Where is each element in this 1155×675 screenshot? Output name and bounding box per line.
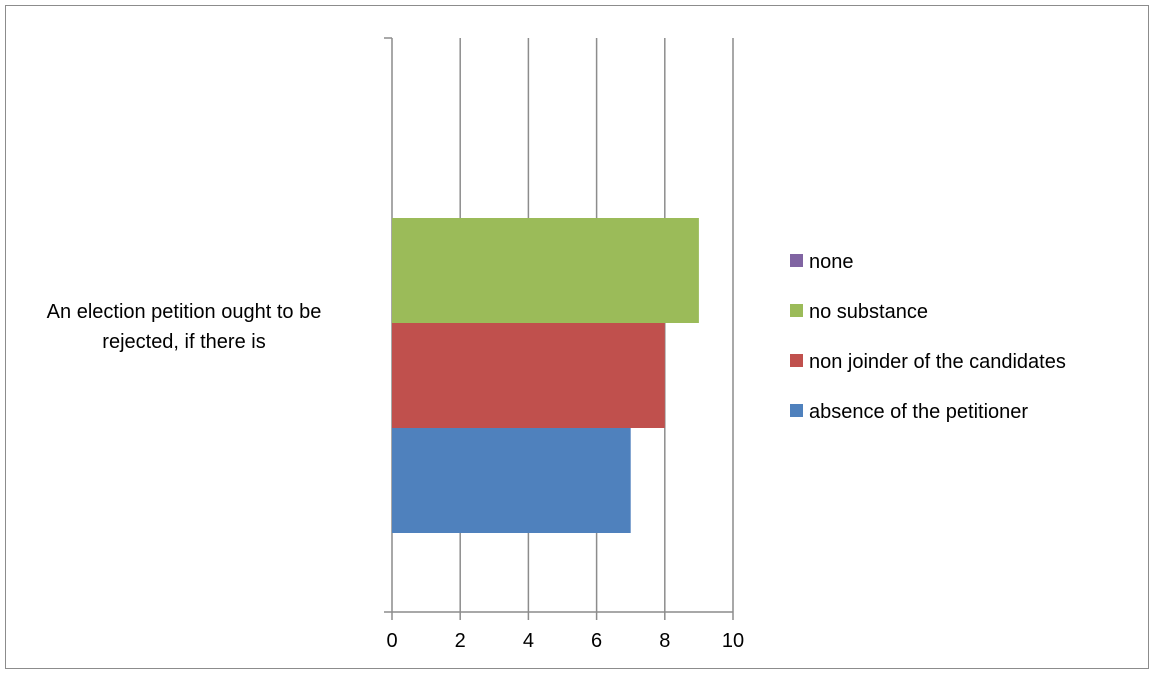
x-tick-label-1: 2 — [455, 630, 466, 652]
bar-2 — [392, 218, 699, 323]
legend-swatch-0 — [790, 254, 803, 267]
legend-label-2: non joinder of the candidates — [809, 351, 1066, 373]
category-label-line-0: An election petition ought to be — [47, 301, 322, 323]
legend-label-1: no substance — [809, 301, 928, 323]
legend-swatch-2 — [790, 354, 803, 367]
legend-swatch-1 — [790, 304, 803, 317]
x-tick-label-4: 8 — [659, 630, 670, 652]
legend-label-0: none — [809, 251, 854, 273]
x-tick-label-5: 10 — [722, 630, 744, 652]
bar-0 — [392, 428, 631, 533]
legend-label-3: absence of the petitioner — [809, 401, 1028, 423]
x-tick-label-0: 0 — [386, 630, 397, 652]
x-tick-label-3: 6 — [591, 630, 602, 652]
x-tick-label-2: 4 — [523, 630, 534, 652]
category-label-line-1: rejected, if there is — [102, 331, 265, 353]
bar-1 — [392, 323, 665, 428]
chart-frame — [5, 5, 1149, 669]
legend-swatch-3 — [790, 404, 803, 417]
